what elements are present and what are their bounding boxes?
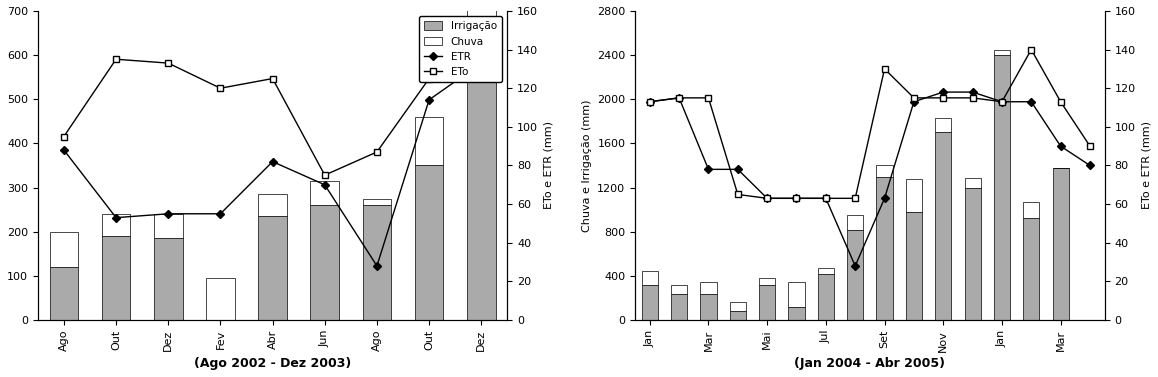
Bar xyxy=(258,194,287,216)
Bar xyxy=(965,188,981,320)
Bar xyxy=(415,117,444,166)
Bar xyxy=(848,215,863,230)
Bar xyxy=(102,214,131,236)
Bar xyxy=(789,307,805,320)
Bar xyxy=(467,68,496,320)
X-axis label: (Jan 2004 - Abr 2005): (Jan 2004 - Abr 2005) xyxy=(794,357,945,370)
Bar xyxy=(701,294,717,320)
Bar xyxy=(789,282,805,307)
Bar xyxy=(670,294,687,320)
Bar xyxy=(642,285,658,320)
Bar xyxy=(936,118,952,132)
Bar xyxy=(906,212,922,320)
Bar xyxy=(1053,168,1069,320)
Bar xyxy=(848,230,863,320)
Bar xyxy=(258,216,287,320)
Bar xyxy=(965,178,981,188)
Bar xyxy=(415,166,444,320)
Bar xyxy=(1024,219,1040,320)
X-axis label: (Ago 2002 - Dez 2003): (Ago 2002 - Dez 2003) xyxy=(193,357,351,370)
Bar xyxy=(642,271,658,285)
Bar xyxy=(206,278,235,320)
Bar xyxy=(994,50,1010,55)
Bar xyxy=(362,205,391,320)
Bar xyxy=(310,181,339,205)
Bar xyxy=(154,214,183,238)
Bar xyxy=(310,205,339,320)
Bar xyxy=(730,302,746,311)
Bar xyxy=(936,132,952,320)
Bar xyxy=(818,268,834,274)
Bar xyxy=(760,285,775,320)
Y-axis label: ETo e ETR (mm): ETo e ETR (mm) xyxy=(544,121,554,210)
Bar xyxy=(362,199,391,205)
Bar xyxy=(701,282,717,294)
Bar xyxy=(1024,202,1040,219)
Y-axis label: Chuva e Irrigação (mm): Chuva e Irrigação (mm) xyxy=(581,99,592,232)
Bar xyxy=(670,285,687,294)
Bar xyxy=(730,311,746,320)
Bar xyxy=(50,232,79,267)
Bar xyxy=(760,278,775,285)
Bar xyxy=(877,176,893,320)
Bar xyxy=(467,9,496,68)
Bar xyxy=(154,238,183,320)
Bar xyxy=(818,274,834,320)
Y-axis label: ETo e ETR (mm): ETo e ETR (mm) xyxy=(1141,121,1151,210)
Bar xyxy=(50,267,79,320)
Legend: Irrigação, Chuva, ETR, ETo: Irrigação, Chuva, ETR, ETo xyxy=(418,16,503,82)
Bar xyxy=(877,166,893,176)
Bar xyxy=(994,55,1010,320)
Bar xyxy=(102,236,131,320)
Bar xyxy=(906,179,922,212)
